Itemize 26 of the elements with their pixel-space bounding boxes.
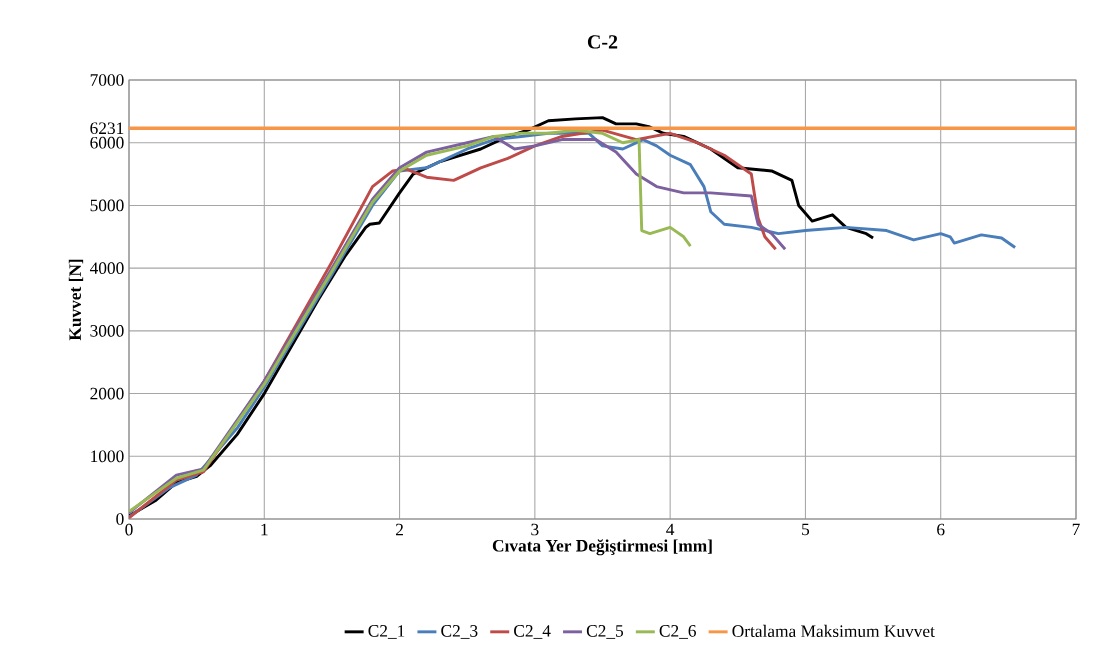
x-tick-label: 1 [261,523,268,536]
y-tick-label: 1000 [91,450,124,463]
legend-label: Ortalama Maksimum Kuvvet [732,624,935,638]
legend-label: C2_1 [368,625,405,639]
y-tick-label: 7000 [90,74,124,86]
chart-title: C-2 [587,35,618,49]
x-axis-title: Cıvata Yer Değiştirmesi [mm] [492,539,712,556]
y-tick-label: 6000 [90,136,124,149]
legend-label: C2_3 [441,625,478,639]
x-tick-label: 7 [1072,523,1080,536]
x-tick-label: 3 [531,523,539,536]
y-tick-label: 6231 [90,122,124,135]
x-tick-label: 0 [125,523,133,536]
x-tick-label: 2 [395,523,403,536]
x-tick-label: 6 [937,523,945,536]
y-tick-label: 0 [116,513,124,525]
x-tick-label: 5 [802,523,810,536]
y-tick-label: 3000 [90,325,124,337]
legend-label: C2_6 [659,625,696,639]
y-tick-label: 2000 [90,387,124,400]
legend-label: C2_4 [514,625,551,639]
legend-label: C2_5 [586,625,624,639]
x-tick-label: 4 [666,523,675,536]
y-tick-label: 4000 [89,262,124,274]
y-axis-title: Kuvvet [N] [68,259,84,341]
y-tick-label: 5000 [90,199,124,212]
